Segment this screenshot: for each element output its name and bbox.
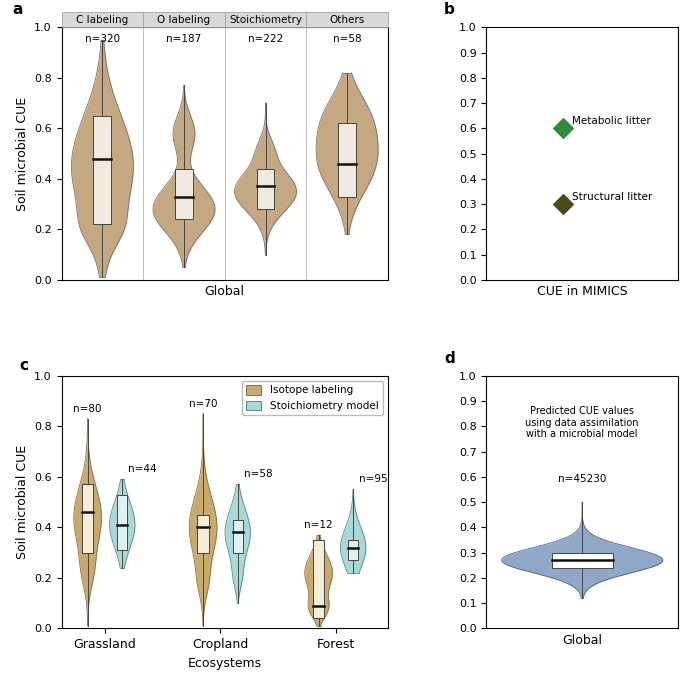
Text: n=187: n=187: [166, 33, 201, 44]
X-axis label: CUE in MIMICS: CUE in MIMICS: [537, 285, 627, 298]
Bar: [175, 169, 193, 219]
X-axis label: Ecosystems: Ecosystems: [188, 656, 262, 669]
X-axis label: Global: Global: [205, 285, 245, 298]
Text: n=95: n=95: [359, 475, 388, 484]
Bar: [551, 553, 613, 568]
Text: C labeling: C labeling: [76, 15, 129, 25]
Text: Others: Others: [329, 15, 364, 25]
Bar: [257, 169, 275, 209]
Text: n=45230: n=45230: [558, 475, 606, 484]
Bar: [93, 115, 112, 224]
Bar: [306, 12, 388, 27]
Text: Stoichiometry: Stoichiometry: [229, 15, 302, 25]
Text: b: b: [444, 2, 455, 17]
Text: n=58: n=58: [333, 33, 362, 44]
Text: n=58: n=58: [243, 469, 272, 479]
Text: O labeling: O labeling: [158, 15, 210, 25]
Text: Structural litter: Structural litter: [572, 191, 652, 201]
Bar: [313, 540, 324, 618]
Y-axis label: Soil microbial CUE: Soil microbial CUE: [16, 445, 29, 559]
Text: n=70: n=70: [189, 399, 217, 408]
Y-axis label: Soil microbial CUE: Soil microbial CUE: [16, 96, 29, 210]
Point: [558, 123, 569, 134]
Bar: [225, 12, 306, 27]
Bar: [197, 515, 209, 553]
Text: Predicted CUE values
using data assimilation
with a microbial model: Predicted CUE values using data assimila…: [525, 406, 639, 439]
Bar: [232, 520, 243, 553]
Text: n=12: n=12: [304, 520, 333, 530]
Text: d: d: [444, 350, 455, 365]
Bar: [82, 484, 93, 553]
Text: n=44: n=44: [128, 464, 157, 474]
Bar: [143, 12, 225, 27]
Bar: [338, 124, 356, 197]
Bar: [117, 494, 127, 550]
Bar: [348, 540, 358, 560]
Text: n=222: n=222: [248, 33, 283, 44]
Bar: [62, 12, 143, 27]
Point: [558, 199, 569, 210]
Text: n=80: n=80: [73, 404, 102, 414]
Legend: Isotope labeling, Stoichiometry model: Isotope labeling, Stoichiometry model: [242, 381, 383, 415]
X-axis label: Global: Global: [562, 634, 602, 647]
Text: c: c: [19, 358, 28, 373]
Text: a: a: [13, 2, 23, 17]
Text: Metabolic litter: Metabolic litter: [572, 115, 651, 126]
Text: n=320: n=320: [85, 33, 120, 44]
